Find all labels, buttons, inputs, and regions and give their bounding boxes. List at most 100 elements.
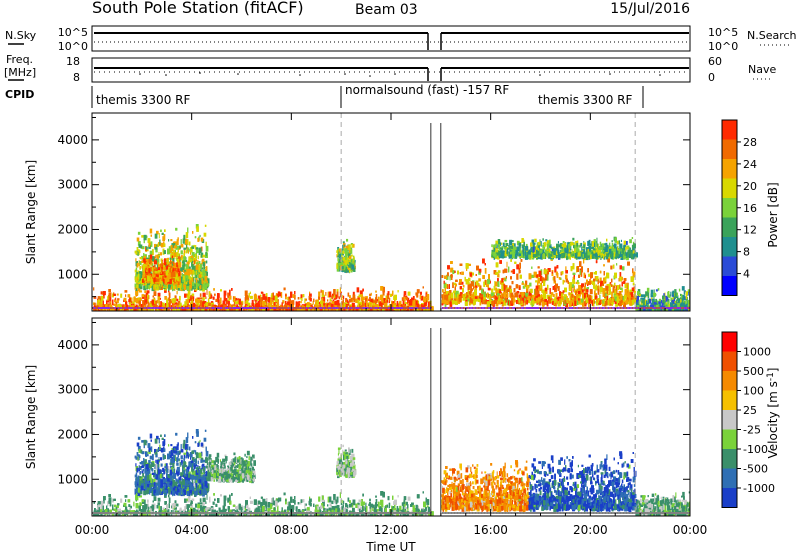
power-scatter-mark	[322, 308, 324, 311]
power-scatter-mark	[349, 299, 352, 303]
power-scatter-mark	[239, 304, 242, 309]
power-scatter-mark	[262, 293, 266, 300]
power-scatter-mark	[255, 300, 257, 304]
power-scatter-mark	[182, 278, 184, 283]
power-scatter-mark	[173, 245, 176, 249]
power-scatter-mark	[174, 268, 176, 272]
power-scatter-mark	[338, 296, 340, 300]
power-scatter-mark	[149, 250, 153, 255]
power-scatter-mark	[144, 299, 148, 305]
power-scatter-mark	[350, 267, 353, 273]
power-scatter-mark	[300, 300, 302, 304]
power-scatter-mark	[159, 284, 161, 290]
power-scatter-mark	[264, 305, 268, 309]
power-scatter-mark	[139, 271, 142, 274]
power-scatter-mark	[142, 246, 145, 250]
power-scatter-mark	[136, 247, 139, 251]
power-scatter-mark	[232, 299, 236, 302]
power-scatter-mark	[217, 299, 220, 304]
power-scatter-mark	[143, 234, 147, 241]
power-scatter-mark	[403, 291, 407, 296]
power-scatter-mark	[262, 308, 264, 311]
power-scatter	[92, 224, 690, 311]
power-scatter-mark	[193, 260, 196, 265]
power-scatter-mark	[143, 285, 147, 291]
power-scatter-mark	[133, 296, 136, 302]
power-scatter-mark	[155, 248, 158, 253]
nsky-tick-bottom: 10^0	[58, 40, 88, 53]
power-scatter-mark	[297, 308, 300, 311]
power-scatter-mark	[137, 270, 140, 274]
power-scatter-mark	[253, 294, 257, 300]
power-scatter-mark	[288, 298, 291, 302]
power-scatter-mark	[162, 275, 166, 280]
power-scatter-mark	[195, 264, 199, 270]
power-scatter-mark	[179, 302, 182, 307]
power-scatter-mark	[112, 299, 114, 306]
power-scatter-mark	[352, 308, 355, 311]
power-scatter-mark	[128, 299, 131, 302]
power-scatter-mark	[179, 271, 182, 274]
power-scatter-mark	[365, 302, 367, 309]
power-scatter-mark	[170, 245, 174, 251]
power-scatter-mark	[174, 302, 177, 305]
power-scatter-mark	[155, 244, 159, 247]
power-scatter-mark	[205, 245, 209, 252]
power-scatter-mark	[182, 280, 184, 287]
power-scatter-mark	[415, 300, 418, 306]
power-scatter-mark	[136, 284, 139, 289]
power-scatter-mark	[192, 255, 194, 261]
power-scatter-mark	[163, 234, 166, 240]
power-scatter-mark	[168, 302, 171, 309]
power-scatter-mark	[384, 303, 387, 309]
power-scatter-mark	[291, 308, 295, 311]
power-scatter-mark	[137, 241, 141, 246]
power-scatter-mark	[256, 298, 259, 301]
power-scatter-mark	[400, 304, 403, 308]
power-scatter-mark	[198, 308, 201, 311]
power-scatter-mark	[229, 295, 232, 300]
power-scatter-mark	[248, 309, 250, 311]
power-scatter-mark	[138, 244, 141, 248]
power-scatter-mark	[277, 294, 280, 298]
power-scatter-mark	[298, 301, 300, 306]
power-scatter-mark	[170, 260, 172, 264]
power-scatter-mark	[209, 291, 211, 298]
power-scatter-mark	[337, 303, 339, 308]
power-scatter-mark	[123, 297, 127, 302]
power-scatter-mark	[187, 227, 189, 234]
power-scatter-mark	[180, 267, 183, 272]
power-scatter-mark	[243, 308, 246, 311]
power-scatter-mark	[152, 295, 154, 298]
power-scatter-mark	[179, 304, 183, 309]
power-scatter-mark	[173, 252, 177, 257]
power-scatter-mark	[391, 300, 393, 305]
power-scatter-mark	[180, 250, 183, 255]
power-scatter-mark	[205, 241, 207, 247]
power-scatter-mark	[198, 261, 201, 264]
power-scatter-mark	[110, 300, 112, 305]
power-scatter-mark	[160, 281, 163, 287]
power-scatter-mark	[184, 259, 186, 262]
power-scatter-mark	[200, 252, 204, 258]
power-scatter-mark	[143, 255, 147, 259]
power-scatter-mark	[141, 265, 144, 269]
power-scatter-mark	[185, 308, 188, 311]
power-scatter-mark	[173, 284, 175, 289]
power-scatter-mark	[186, 269, 190, 272]
power-scatter-mark	[186, 239, 189, 245]
power-scatter-mark	[178, 261, 182, 268]
power-scatter-mark	[190, 252, 191, 255]
power-scatter-mark	[152, 261, 154, 264]
power-scatter-mark	[156, 230, 159, 235]
power-scatter-mark	[177, 245, 179, 250]
power-scatter-mark	[161, 268, 163, 273]
power-scatter-mark	[147, 262, 150, 268]
power-scatter-mark	[260, 291, 263, 294]
power-scatter-mark	[139, 271, 143, 276]
power-scatter-mark	[176, 272, 178, 275]
power-scatter-mark	[411, 302, 414, 308]
power-scatter-mark	[343, 295, 345, 300]
power-scatter-mark	[176, 262, 178, 267]
power-scatter-mark	[407, 291, 411, 296]
